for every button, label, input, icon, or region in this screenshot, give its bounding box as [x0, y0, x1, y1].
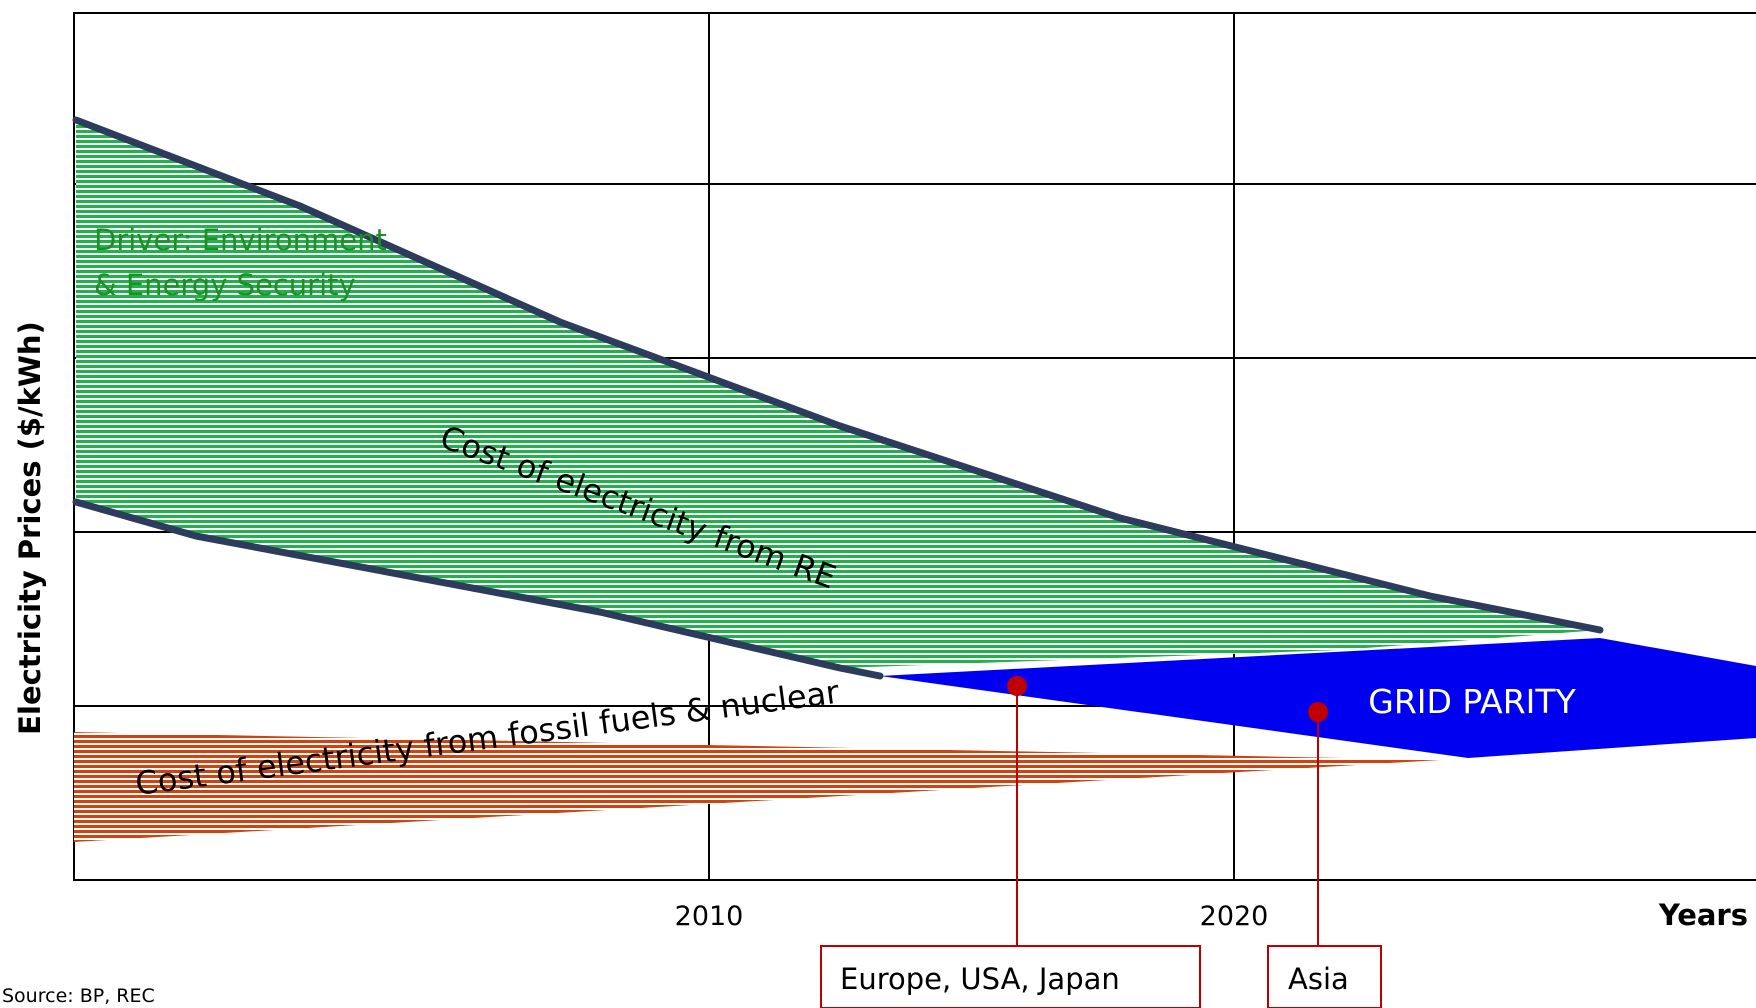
grid-parity-band: [880, 638, 1756, 758]
x-axis-title: Years: [1658, 898, 1748, 932]
callout-box-europe: [820, 945, 1201, 1008]
source-label: Source: BP, REC: [2, 985, 155, 1007]
re-lower-boundary: [72, 498, 884, 680]
x-tick-label: 2010: [675, 901, 744, 932]
callout-marker-asia: [1308, 702, 1328, 722]
callout-text-europe: Europe, USA, Japan: [840, 962, 1120, 996]
re-upper-boundary: [72, 116, 1604, 634]
callout-marker-europe: [1007, 676, 1027, 696]
driver-label-line1: Driver: Environment: [94, 223, 387, 257]
x-tick-label: 2020: [1200, 901, 1269, 932]
fossil-band: [74, 732, 1440, 842]
driver-label-line2: & Energy Security: [94, 268, 356, 302]
callout-text-asia: Asia: [1288, 962, 1349, 996]
re-band: [76, 120, 1600, 668]
grid-parity-label: GRID PARITY: [1368, 682, 1576, 721]
callouts: [820, 676, 1382, 1008]
y-axis-title: Electricity Prices ($/kWh): [13, 321, 47, 735]
callout-box-asia: [1267, 945, 1382, 1008]
